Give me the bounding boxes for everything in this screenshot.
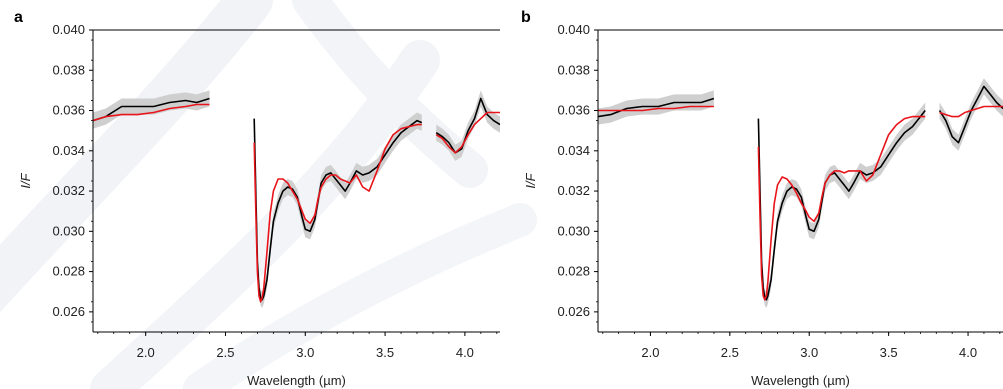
- model-line: [253, 123, 422, 303]
- y-axis-label: I/F: [523, 172, 538, 188]
- chart-panel-a: a 0.026 0.028 0.030 0.032 0.034 0.036 0.038 0.04…: [14, 9, 500, 388]
- x-tick-label: 3.0: [800, 345, 818, 360]
- x-tick-label: 2.5: [721, 345, 739, 360]
- x-axis-label: Wavelength (µm): [751, 373, 850, 388]
- y-tick-label: 0.028: [52, 264, 85, 279]
- x-tick-label: 4.0: [456, 345, 474, 360]
- y-tick-label: 0.036: [557, 103, 590, 118]
- y-axis-label: I/F: [18, 172, 33, 188]
- panel-label: a: [14, 9, 23, 26]
- x-axis-label: Wavelength (µm): [247, 373, 346, 388]
- plot-area: [93, 90, 500, 308]
- observed-line: [93, 97, 210, 122]
- y-tick-label: 0.040: [557, 22, 590, 37]
- y-tick-label: 0.038: [557, 62, 590, 77]
- panel-label: b: [521, 9, 531, 26]
- x-tick-label: 3.0: [296, 345, 314, 360]
- x-tick-label: 2.0: [137, 345, 155, 360]
- y-tick-label: 0.034: [52, 143, 85, 158]
- x-tick-label: 3.5: [376, 345, 394, 360]
- observed-line: [598, 97, 715, 118]
- y-tick-label: 0.032: [52, 183, 85, 198]
- y-tick-label: 0.030: [557, 223, 590, 238]
- model-line: [598, 105, 714, 112]
- uncertainty-band: [598, 90, 714, 125]
- model-line: [435, 111, 500, 154]
- uncertainty-band: [939, 78, 1003, 151]
- x-tick-label: 2.0: [641, 345, 659, 360]
- uncertainty-band: [436, 90, 500, 161]
- y-tick-label: 0.028: [557, 264, 590, 279]
- y-tick-label: 0.032: [557, 183, 590, 198]
- y-tick-label: 0.030: [52, 223, 85, 238]
- y-tick-label: 0.038: [52, 62, 85, 77]
- uncertainty-band: [93, 90, 210, 129]
- y-tick-label: 0.034: [557, 143, 590, 158]
- uncertainty-band: [758, 102, 926, 308]
- observed-line: [757, 110, 926, 301]
- observed-line: [435, 97, 500, 154]
- observed-line: [253, 118, 423, 301]
- x-tick-label: 2.5: [216, 345, 234, 360]
- y-tick-label: 0.040: [52, 22, 85, 37]
- plot-area: [598, 78, 1003, 308]
- y-tick-label: 0.026: [52, 304, 85, 319]
- chart-panel-b: b 0.026 0.028 0.030 0.032 0.034 0.036 0.038 0.04…: [521, 9, 1003, 388]
- x-tick-label: 4.0: [959, 345, 977, 360]
- model-line: [93, 103, 210, 122]
- model-line: [939, 105, 1003, 118]
- x-tick-label: 3.5: [880, 345, 898, 360]
- uncertainty-band: [254, 110, 422, 308]
- y-tick-label: 0.036: [52, 103, 85, 118]
- model-line: [757, 115, 926, 301]
- y-tick-label: 0.026: [557, 304, 590, 319]
